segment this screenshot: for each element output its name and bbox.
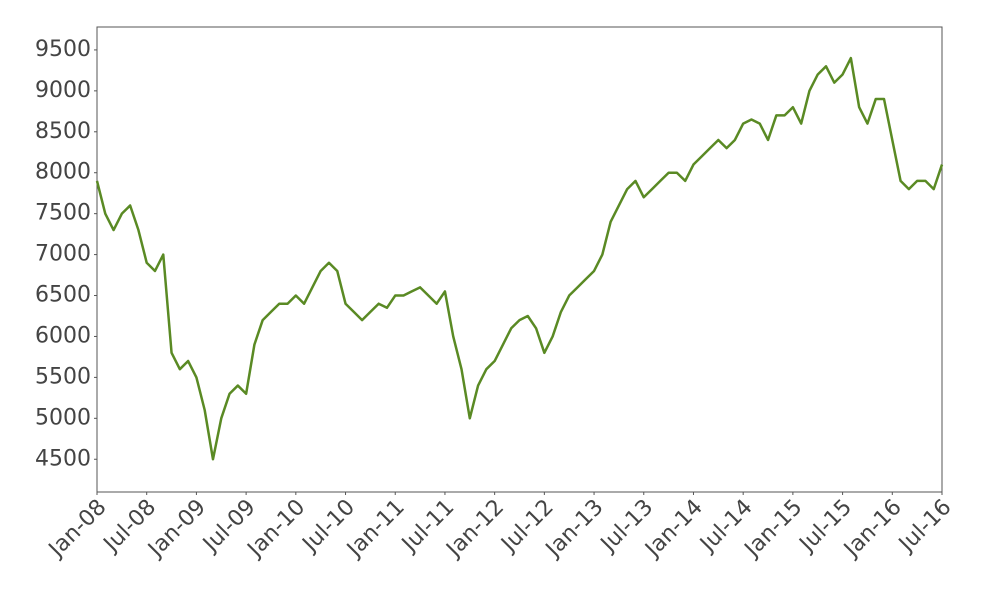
y-tick-label: 6500 [35,283,91,308]
y-tick-label: 4500 [35,446,91,471]
y-tick-label: 8500 [35,119,91,144]
price-line [95,56,944,461]
y-tick-label: 5500 [35,364,91,389]
x-tick-label: Jul-16 [893,495,956,558]
y-tick-label: 6000 [35,323,91,348]
y-tick-label: 8000 [35,160,91,185]
y-tick-label: 7500 [35,201,91,226]
y-tick-label: 9500 [35,37,91,62]
y-tick-label: 5000 [35,405,91,430]
x-tick-label: Jan-08 [43,495,111,563]
y-tick-label: 7000 [35,242,91,267]
plot-frame [96,26,943,493]
y-tick-label: 9000 [35,78,91,103]
